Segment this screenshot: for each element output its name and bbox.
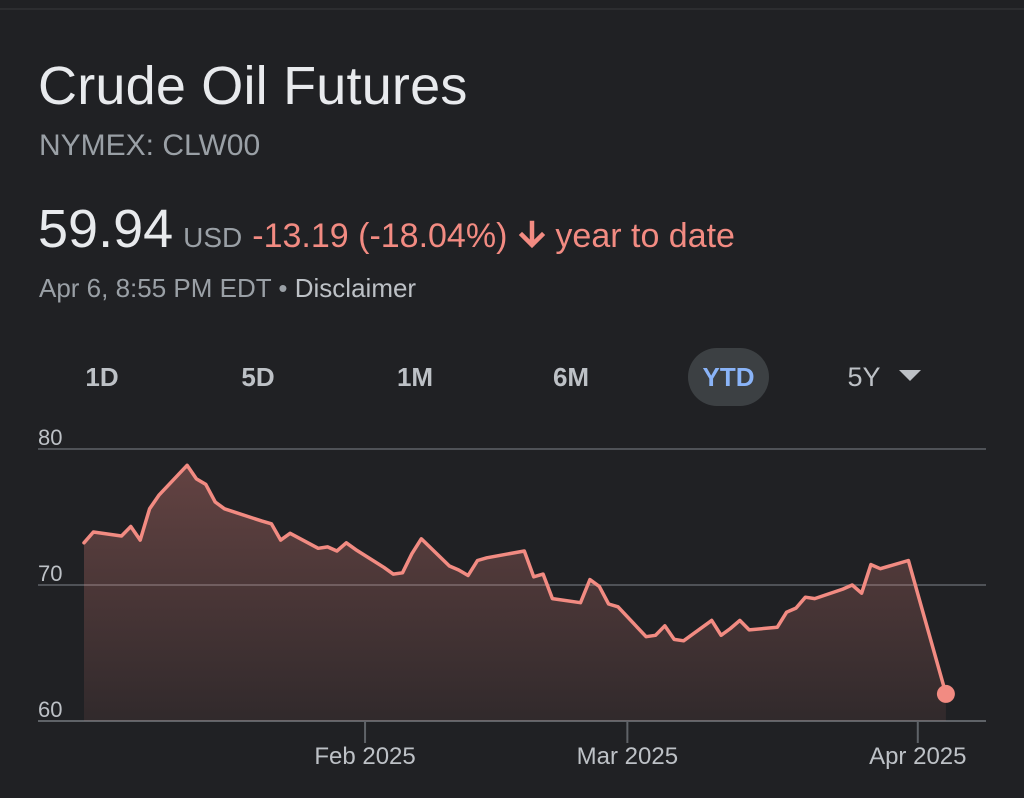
last-point-marker bbox=[936, 684, 955, 703]
top-divider bbox=[0, 8, 1024, 10]
ticker-symbol: NYMEX: CLW00 bbox=[39, 129, 261, 162]
series-line bbox=[82, 463, 948, 696]
separator: • bbox=[278, 273, 288, 303]
tab-1d[interactable]: 1D bbox=[85, 362, 119, 392]
price-chart[interactable]: 80 70 60 Feb 2025 Mar 2025 Apr 2025 bbox=[0, 420, 1024, 790]
y-tick-label-60: 60 bbox=[38, 697, 62, 722]
price-change: -13.19 (-18.04%) bbox=[252, 217, 508, 255]
series-area bbox=[84, 465, 946, 721]
tab-6m[interactable]: 6M bbox=[552, 362, 590, 392]
current-price: 59.94 bbox=[38, 199, 174, 259]
x-tick-label-2025-02-01: Feb 2025 bbox=[314, 743, 415, 770]
arrow-down-icon bbox=[517, 220, 547, 250]
quote-summary: 59.94 USD -13.19 (-18.04%) year to date bbox=[38, 198, 735, 262]
y-tick-label-70: 70 bbox=[38, 561, 62, 586]
tab-ytd[interactable]: YTD bbox=[688, 348, 769, 406]
page-title: Crude Oil Futures bbox=[38, 56, 468, 116]
timestamp-row: Apr 6, 8:55 PM EDT • Disclaimer bbox=[39, 272, 416, 304]
disclaimer-link[interactable]: Disclaimer bbox=[294, 273, 417, 303]
period-label: year to date bbox=[555, 217, 735, 255]
y-tick-label-80: 80 bbox=[38, 425, 62, 450]
x-tick-label-2025-03-01: Mar 2025 bbox=[577, 743, 678, 770]
tab-5y-dropdown[interactable]: 5Y bbox=[836, 348, 932, 406]
tab-5y-label: 5Y bbox=[847, 362, 881, 392]
caret-down-icon bbox=[898, 370, 921, 382]
range-tabs: 1D 5D 1M 6M YTD 5Y bbox=[0, 348, 1024, 406]
currency-label: USD bbox=[183, 222, 243, 253]
tab-5d[interactable]: 5D bbox=[241, 362, 275, 392]
quote-timestamp: Apr 6, 8:55 PM EDT bbox=[39, 273, 272, 303]
x-tick-label-2025-04-01: Apr 2025 bbox=[869, 743, 966, 770]
tab-1m[interactable]: 1M bbox=[396, 362, 434, 392]
